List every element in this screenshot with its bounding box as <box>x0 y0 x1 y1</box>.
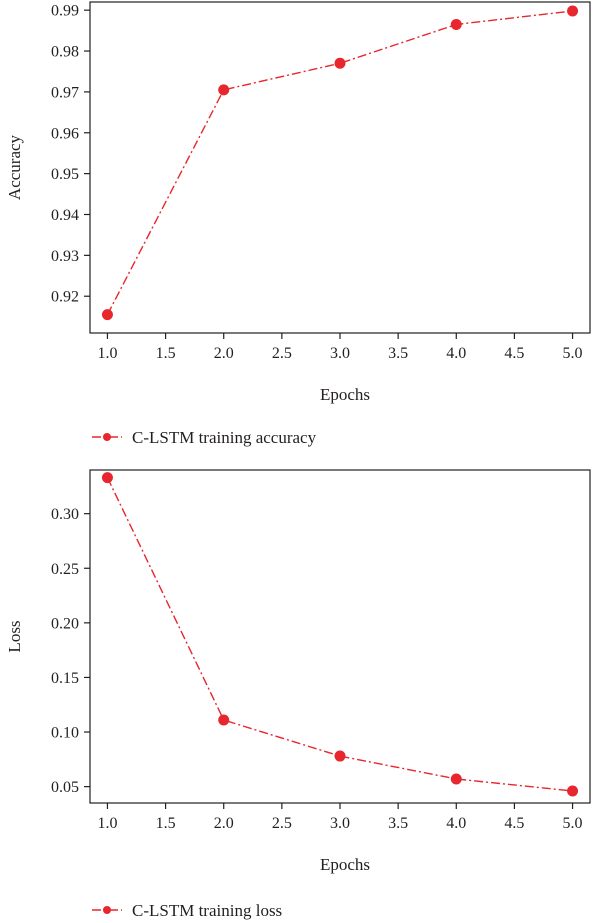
chart1-x-tick-label: 2.5 <box>272 345 292 362</box>
chart1-data-point <box>567 5 579 17</box>
chart1-x-tick-label: 2.0 <box>214 345 234 362</box>
chart2-x-tick-label: 2.5 <box>272 815 292 832</box>
chart2-x-tick-label: 3.0 <box>330 815 350 832</box>
chart2-x-tick-label: 4.5 <box>504 815 524 832</box>
chart2-data-point <box>450 773 462 785</box>
chart2-x-tick-label: 2.0 <box>214 815 234 832</box>
chart2-y-tick-label: 0.10 <box>51 725 79 742</box>
chart2-y-tick-label: 0.25 <box>51 561 79 578</box>
chart2-data-point <box>218 714 230 726</box>
chart1-x-tick-label: 4.5 <box>504 345 524 362</box>
chart1-y-tick-label: 0.96 <box>51 125 79 142</box>
chart1-legend-label: C-LSTM training accuracy <box>132 428 317 447</box>
chart1-y-tick-label: 0.93 <box>51 248 79 265</box>
chart1-y-tick-label: 0.92 <box>51 289 79 306</box>
chart2: 1.0 1.5 2.0 2.5 3.0 3.5 4.0 4.5 5.0 0.05 0.10 0.15 0… <box>5 469 591 920</box>
chart1-y-tick-label: 0.94 <box>51 207 79 224</box>
chart2-y-tick-label: 0.05 <box>51 779 79 796</box>
chart1-x-tick-label: 3.5 <box>388 345 408 362</box>
chart2-legend-marker <box>103 906 111 914</box>
chart2-data-point <box>101 472 113 484</box>
chart2-y-axis-label: Loss <box>5 620 24 652</box>
chart1-x-tick-label: 3.0 <box>330 345 350 362</box>
chart2-y-tick-label: 0.20 <box>51 615 79 632</box>
chart1: 1.0 1.5 2.0 2.5 3.0 3.5 4.0 4.5 5.0 0.92 0.93 0.94 0… <box>5 1 591 447</box>
chart2-data-point <box>334 750 346 762</box>
chart2-data-point <box>567 785 579 797</box>
chart2-x-axis-label: Epochs <box>320 855 370 874</box>
chart1-legend-marker <box>103 433 111 441</box>
chart1-y-tick-label: 0.98 <box>51 44 79 61</box>
chart2-legend-label: C-LSTM training loss <box>132 901 282 920</box>
chart2-y-tick-label: 0.15 <box>51 670 79 687</box>
chart1-data-point <box>101 309 113 321</box>
chart1-data-point <box>334 57 346 69</box>
chart1-data-point <box>218 84 230 96</box>
chart1-data-point <box>450 18 462 30</box>
chart2-x-tick-label: 5.0 <box>563 815 583 832</box>
chart2-series-line <box>106 477 573 792</box>
chart2-x-tick-label: 3.5 <box>388 815 408 832</box>
chart2-x-tick-label: 1.5 <box>156 815 176 832</box>
chart1-x-tick-label: 5.0 <box>563 345 583 362</box>
chart1-y-tick-label: 0.99 <box>51 3 79 20</box>
chart1-y-tick-label: 0.95 <box>51 166 79 183</box>
chart2-x-tick-label: 1.0 <box>97 815 117 832</box>
chart1-y-tick-label: 0.97 <box>51 84 79 101</box>
chart1-x-tick-label: 4.0 <box>446 345 466 362</box>
chart1-plot-frame <box>89 1 591 334</box>
chart1-x-tick-label: 1.5 <box>156 345 176 362</box>
chart1-y-axis-label: Accuracy <box>5 134 24 200</box>
chart1-x-axis-label: Epochs <box>320 385 370 404</box>
chart2-x-tick-label: 4.0 <box>446 815 466 832</box>
chart1-x-tick-label: 1.0 <box>97 345 117 362</box>
chart2-y-tick-label: 0.30 <box>51 506 79 523</box>
chart1-series-line <box>106 10 573 315</box>
